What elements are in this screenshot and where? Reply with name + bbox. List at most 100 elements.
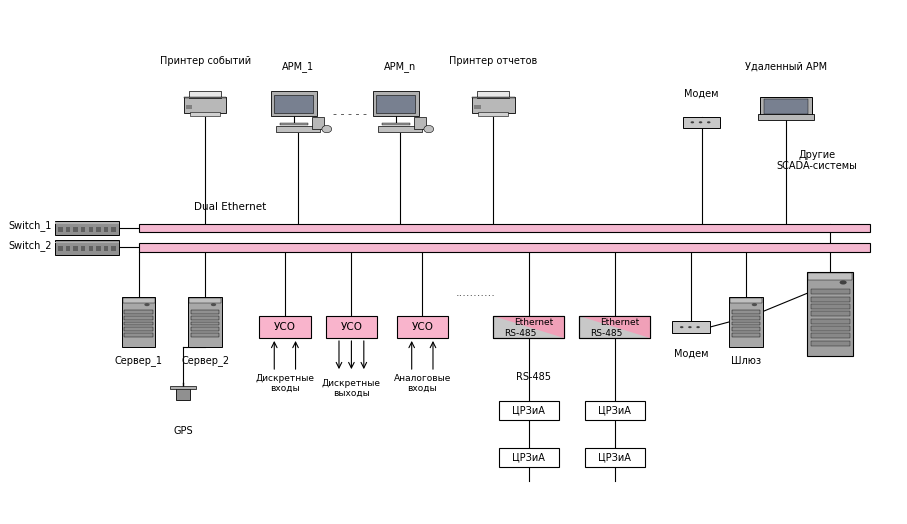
Bar [191, 310, 219, 314]
Bar [55, 222, 119, 224]
Bar [112, 246, 115, 251]
Text: АРМ_1: АРМ_1 [282, 61, 314, 72]
Bar [373, 91, 419, 116]
Polygon shape [493, 316, 564, 338]
Bar [760, 97, 812, 117]
Text: Дискретные
входы: Дискретные входы [256, 374, 315, 393]
Bar [139, 224, 870, 232]
Bar [124, 322, 152, 325]
Bar [191, 333, 219, 337]
Text: Принтер событий: Принтер событий [160, 56, 250, 67]
Bar [585, 401, 645, 420]
Text: Другие
SCADA-системы: Другие SCADA-системы [776, 149, 857, 171]
Bar [378, 126, 423, 132]
Bar [672, 321, 709, 333]
Bar [382, 123, 410, 125]
Bar [414, 116, 425, 129]
Circle shape [840, 280, 847, 285]
Text: RS-485: RS-485 [503, 329, 536, 338]
Bar [112, 227, 115, 232]
Bar [139, 243, 870, 252]
Bar [124, 316, 152, 320]
Bar [730, 298, 762, 303]
Bar [732, 310, 760, 314]
Bar [312, 116, 324, 129]
Bar [493, 316, 564, 338]
Bar [811, 341, 850, 346]
Bar [396, 316, 448, 338]
Bar [184, 97, 227, 98]
Text: Модем: Модем [685, 89, 719, 99]
Bar [758, 114, 814, 120]
Bar [89, 246, 93, 251]
Bar [811, 333, 850, 339]
Bar [585, 448, 645, 467]
Bar [190, 298, 221, 303]
Bar [472, 97, 514, 98]
Bar [186, 105, 192, 108]
Circle shape [680, 326, 684, 328]
Bar [478, 112, 508, 116]
Bar [124, 333, 152, 337]
Text: Сервер_2: Сервер_2 [181, 356, 229, 366]
Text: Шлюз: Шлюз [731, 356, 761, 366]
Bar [189, 297, 222, 347]
Circle shape [752, 303, 757, 306]
Circle shape [690, 121, 694, 123]
Bar [270, 91, 317, 116]
Circle shape [698, 121, 702, 123]
Bar [66, 227, 71, 232]
Bar [103, 246, 108, 251]
Bar [764, 99, 808, 114]
Bar [96, 246, 101, 251]
Bar [729, 297, 763, 347]
Bar [259, 316, 310, 338]
Text: Switch_1: Switch_1 [8, 221, 52, 232]
Bar [472, 97, 514, 113]
Bar [191, 328, 219, 331]
Bar [190, 112, 220, 116]
Text: Ethernet: Ethernet [600, 318, 639, 327]
Bar [808, 274, 853, 280]
Circle shape [707, 121, 710, 123]
Bar [811, 304, 850, 309]
Bar [124, 310, 152, 314]
Text: Удаленный АРМ: Удаленный АРМ [745, 61, 827, 72]
Bar [732, 333, 760, 337]
Bar [580, 316, 650, 338]
Ellipse shape [322, 125, 332, 133]
Text: Сервер_1: Сервер_1 [114, 356, 162, 366]
Circle shape [688, 326, 692, 328]
Text: Аналоговые
входы: Аналоговые входы [394, 374, 451, 393]
Bar [189, 91, 221, 97]
Bar [191, 322, 219, 325]
Bar [280, 123, 307, 125]
Bar [474, 105, 481, 108]
Bar [811, 311, 850, 316]
Bar [376, 95, 415, 113]
Bar [493, 316, 564, 338]
Text: ...........: ........... [455, 288, 495, 298]
Bar [55, 242, 119, 243]
Text: RS-485: RS-485 [516, 372, 551, 381]
Polygon shape [580, 316, 650, 338]
Text: Принтер отчетов: Принтер отчетов [449, 56, 538, 67]
Bar [811, 297, 850, 302]
Bar [176, 388, 190, 400]
Bar [275, 95, 313, 113]
Text: ЦРЗиА: ЦРЗиА [512, 452, 545, 463]
Bar [683, 116, 720, 128]
Bar [122, 298, 154, 303]
Text: УСО: УСО [340, 322, 363, 332]
Bar [191, 316, 219, 320]
Bar [58, 227, 63, 232]
Bar [81, 246, 85, 251]
Text: ЦРЗиА: ЦРЗиА [599, 406, 631, 416]
Bar [499, 401, 559, 420]
Bar [580, 316, 650, 338]
Text: RS-485: RS-485 [590, 329, 622, 338]
Ellipse shape [424, 125, 434, 133]
Text: ЦРЗиА: ЦРЗиА [512, 406, 545, 416]
Bar [732, 322, 760, 325]
Bar [811, 289, 850, 294]
